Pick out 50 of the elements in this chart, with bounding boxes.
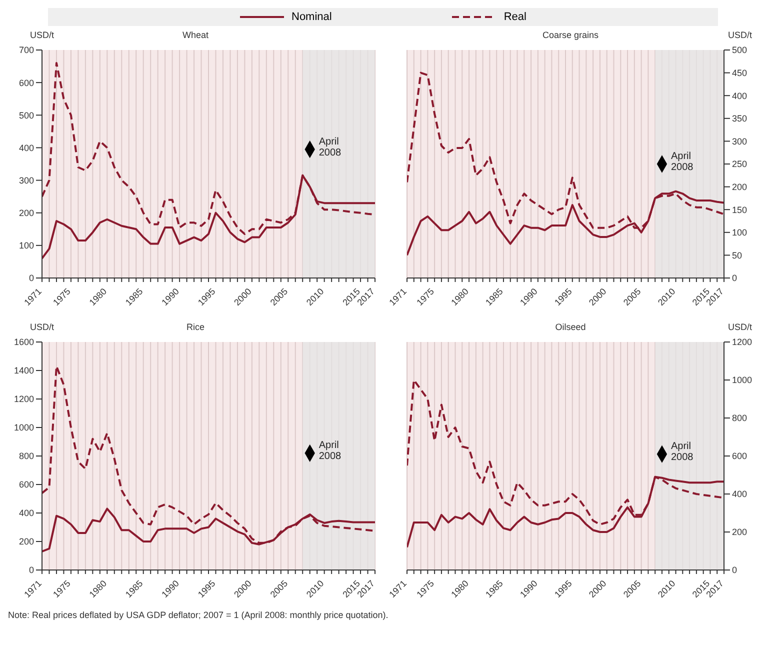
chart-title: Rice xyxy=(186,322,204,332)
y2-tick-label: 500 xyxy=(732,45,748,56)
y-tick-label: 0 xyxy=(28,273,34,284)
y-tick-label: 600 xyxy=(18,78,34,88)
y-tick-label: 800 xyxy=(18,451,34,462)
y2-tick-label: 1000 xyxy=(732,375,752,386)
chart-title: Wheat xyxy=(182,30,208,40)
y2-tick-label: 400 xyxy=(732,90,748,101)
y-tick-label: 400 xyxy=(18,142,34,153)
y-axis-title: USD/t xyxy=(30,322,54,332)
y2-tick-label: 400 xyxy=(732,489,748,500)
y-axis-title: USD/t xyxy=(30,30,54,40)
y2-tick-label: 300 xyxy=(732,136,748,146)
y-tick-label: 700 xyxy=(18,45,34,56)
y-tick-label: 1600 xyxy=(14,337,34,348)
y-tick-label: 1200 xyxy=(14,394,34,404)
text: Note: Real prices deflated by USA GDP deflator; 2007 = 1 (April 2008: monthly price quotation). xyxy=(8,609,390,620)
y-tick-label: 200 xyxy=(18,536,34,547)
y2-tick-label: 250 xyxy=(732,159,748,170)
y2-tick-label: 0 xyxy=(732,565,738,576)
y2-tick-label: 200 xyxy=(732,527,748,538)
y2-axis-title: USD/t xyxy=(728,322,752,332)
y2-axis-title: USD/t xyxy=(728,30,752,40)
y-tick-label: 100 xyxy=(18,240,34,251)
y2-tick-label: 50 xyxy=(732,250,742,260)
y2-tick-label: 200 xyxy=(732,182,748,192)
y2-tick-label: 350 xyxy=(732,114,748,124)
y-tick-label: 1000 xyxy=(14,422,34,433)
annotation: April 2008 xyxy=(670,151,694,173)
chart-title: Oilseed xyxy=(555,322,586,332)
y-tick-label: 200 xyxy=(18,208,34,218)
y2-tick-label: 450 xyxy=(732,68,748,78)
y-tick-label: 0 xyxy=(28,565,34,576)
y-tick-label: 1400 xyxy=(14,366,34,376)
y-tick-label: 300 xyxy=(18,175,34,186)
legend-label: Real xyxy=(504,11,526,23)
y2-tick-label: 1200 xyxy=(732,337,752,348)
annotation: April 2008 xyxy=(318,440,342,462)
y2-tick-label: 0 xyxy=(732,273,738,284)
y-tick-label: 500 xyxy=(18,110,34,120)
y-tick-label: 400 xyxy=(18,508,34,518)
annotation: April 2008 xyxy=(670,441,694,464)
y2-tick-label: 100 xyxy=(732,228,748,238)
legend-label: Nominal xyxy=(292,11,332,23)
chart-title: Coarse grains xyxy=(542,30,599,40)
annotation: April 2008 xyxy=(318,136,342,158)
y2-tick-label: 150 xyxy=(732,204,748,215)
y2-tick-label: 600 xyxy=(732,451,748,462)
y-tick-label: 600 xyxy=(18,480,34,490)
y2-tick-label: 800 xyxy=(732,413,748,424)
